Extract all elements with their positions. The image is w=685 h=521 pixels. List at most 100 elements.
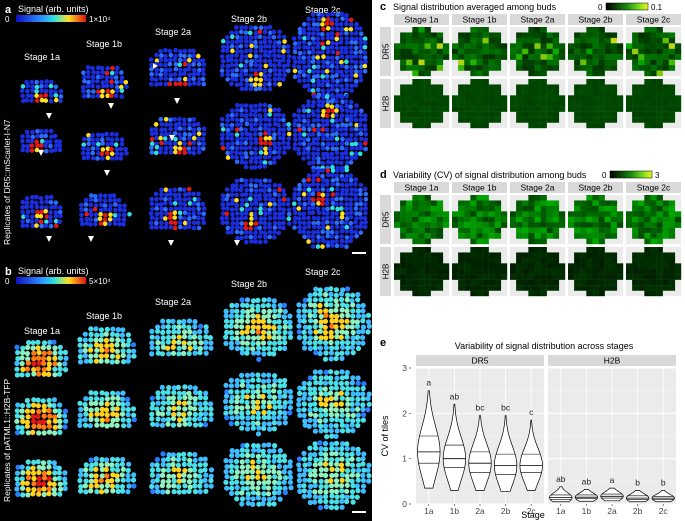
cell-nucleus — [154, 456, 160, 463]
cell-nucleus — [182, 206, 188, 212]
cell-nucleus — [339, 446, 345, 452]
cell-nucleus — [317, 386, 324, 392]
bud-image — [292, 167, 369, 250]
cell-nucleus — [255, 388, 261, 395]
cell-nucleus — [363, 220, 368, 225]
cell-nucleus — [30, 414, 36, 420]
cell-nucleus — [365, 312, 372, 318]
cell-nucleus — [31, 371, 37, 377]
cell-nucleus — [220, 132, 225, 137]
cell-nucleus — [58, 94, 64, 99]
heatmap-tile — [580, 95, 587, 101]
heatmap-tile — [400, 106, 407, 112]
heatmap-tile — [656, 65, 663, 71]
heatmap-tile — [424, 290, 431, 297]
cell-nucleus — [334, 494, 340, 500]
cell-nucleus — [243, 113, 249, 118]
cell-nucleus — [324, 197, 330, 202]
heatmap-tile — [638, 263, 645, 269]
heatmap-tile — [540, 222, 547, 228]
cell-nucleus — [281, 132, 287, 137]
cell-nucleus — [225, 58, 231, 63]
cell-nucleus — [238, 122, 244, 127]
cell-nucleus — [310, 191, 316, 197]
cell-nucleus — [170, 461, 176, 468]
cell-nucleus — [46, 423, 53, 429]
cell-nucleus — [99, 66, 105, 71]
cell-nucleus — [235, 136, 240, 142]
cell-nucleus — [354, 233, 359, 239]
cell-nucleus — [301, 493, 307, 499]
cell-nucleus — [29, 93, 35, 99]
cell-nucleus — [196, 53, 201, 59]
x-tick-label: 1a — [424, 506, 434, 516]
heatmap-tile — [540, 257, 547, 264]
cell-nucleus — [249, 372, 255, 378]
heatmap-tile — [488, 48, 495, 55]
cell-nucleus — [163, 140, 169, 146]
heatmap-tile — [424, 268, 431, 275]
cell-nucleus — [355, 340, 361, 346]
heatmap-tile — [482, 65, 489, 71]
cell-nucleus — [100, 137, 105, 142]
cell-nucleus — [339, 504, 345, 510]
cell-nucleus — [148, 220, 154, 226]
heatmap-tile — [458, 205, 465, 212]
cell-nucleus — [111, 193, 117, 198]
heatmap-tile — [458, 89, 465, 96]
cell-nucleus — [266, 372, 272, 378]
cell-nucleus — [282, 319, 288, 325]
heatmap-tile — [534, 195, 541, 201]
cell-nucleus — [260, 501, 266, 507]
heatmap-tile — [424, 48, 431, 55]
cell-nucleus — [110, 395, 116, 401]
cell-nucleus — [311, 137, 317, 142]
cell-nucleus — [154, 422, 160, 428]
cell-nucleus — [163, 117, 169, 122]
cell-nucleus — [318, 484, 324, 490]
cell-nucleus — [243, 140, 248, 146]
cell-nucleus — [301, 401, 307, 407]
heatmap-tile — [476, 43, 483, 49]
facet-header-label: Stage 2c — [637, 183, 671, 193]
cell-nucleus — [25, 148, 30, 153]
cell-nucleus — [310, 59, 316, 64]
heatmap-tile — [424, 100, 431, 107]
heatmap-tile — [534, 32, 541, 39]
cell-nucleus — [281, 63, 287, 69]
heatmap-tile — [592, 200, 599, 207]
cell-nucleus — [20, 485, 26, 491]
heatmap-tile — [464, 54, 471, 60]
cell-nucleus — [344, 173, 350, 179]
heatmap-tile — [574, 43, 581, 49]
cell-nucleus — [41, 491, 47, 498]
cell-nucleus — [239, 68, 245, 74]
cell-nucleus — [325, 118, 330, 124]
heatmap-tile — [540, 95, 547, 101]
cell-nucleus — [51, 486, 57, 493]
cell-nucleus — [260, 393, 266, 400]
heatmap-tile — [598, 122, 605, 129]
cell-nucleus — [362, 216, 368, 221]
heatmap-tile — [442, 268, 450, 275]
heatmap-tile — [534, 59, 541, 66]
cell-nucleus — [257, 29, 263, 35]
cell-nucleus — [52, 470, 58, 476]
heatmap-tile — [412, 79, 419, 85]
cell-nucleus — [339, 307, 345, 313]
cell-nucleus — [238, 44, 244, 49]
cell-nucleus — [281, 117, 286, 123]
heatmap-tile — [650, 257, 657, 264]
cell-nucleus — [281, 140, 286, 146]
heatmap-tile — [534, 285, 541, 291]
bud-image — [77, 326, 137, 365]
cell-nucleus — [354, 319, 360, 325]
cell-nucleus — [130, 406, 137, 412]
heatmap-tile — [534, 247, 541, 253]
cell-nucleus — [258, 40, 264, 45]
heatmap-tile — [644, 247, 651, 253]
cell-nucleus — [334, 196, 339, 202]
cell-nucleus — [202, 400, 209, 406]
cell-nucleus — [321, 27, 326, 32]
cell-nucleus — [186, 340, 193, 346]
